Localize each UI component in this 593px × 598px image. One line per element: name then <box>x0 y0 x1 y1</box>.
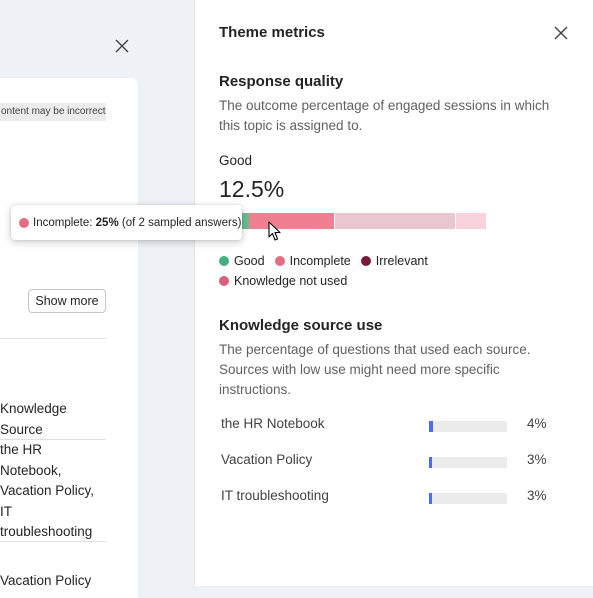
cell-line: Vacation Policy, <box>0 483 95 498</box>
warning-badge: ontent may be incorrect <box>0 103 106 121</box>
source-percent: 4% <box>527 416 547 431</box>
source-row: IT troubleshooting 3% <box>221 488 551 508</box>
legend-label: Good <box>234 254 265 268</box>
source-percent: 3% <box>527 452 547 467</box>
legend-dot <box>219 256 229 266</box>
panel-title: Theme metrics <box>219 24 325 41</box>
source-name: Vacation Policy <box>221 452 313 467</box>
divider <box>0 338 106 339</box>
source-usage-bar <box>429 457 507 468</box>
selected-metric-value: 12.5% <box>219 176 285 202</box>
bar-segment-knowledge-not-used[interactable] <box>456 213 486 229</box>
legend-item-irrelevant: Irrelevant <box>360 254 428 268</box>
knowledge-source-title: Knowledge source use <box>219 317 383 334</box>
table-cell-next: Vacation Policy <box>0 573 92 588</box>
divider <box>0 439 106 440</box>
column-header-line: Source <box>0 421 43 437</box>
tooltip-value: 25% <box>95 216 119 229</box>
legend-item-good: Good <box>219 254 265 268</box>
selected-metric-label: Good <box>219 153 253 168</box>
response-quality-title: Response quality <box>219 73 344 90</box>
cell-line: the HR <box>0 442 43 457</box>
bar-tooltip: Incomplete: 25% (of 2 sampled answers) <box>11 205 242 240</box>
divider <box>0 541 106 542</box>
source-usage-bar <box>429 493 507 504</box>
mouse-cursor-icon <box>268 221 281 241</box>
response-quality-description: The outcome percentage of engaged sessio… <box>219 98 550 133</box>
cell-line: Notebook, <box>0 462 62 478</box>
tooltip-dot <box>19 217 29 228</box>
column-header-line: Knowledge <box>0 401 67 416</box>
legend-dot <box>274 256 285 266</box>
background-dialog: ontent may be incorrect Show more Knowle… <box>0 0 200 598</box>
legend-row: Knowledge not used <box>219 274 347 288</box>
legend-dot <box>360 256 371 266</box>
knowledge-source-description: The percentage of questions that used ea… <box>219 342 531 397</box>
bar-segment-incomplete[interactable] <box>249 213 334 229</box>
legend-row: Good Incomplete Irrelevant <box>219 254 428 268</box>
source-usage-fill <box>429 421 433 432</box>
legend-dot <box>219 276 229 286</box>
legend-label: Irrelevant <box>375 254 428 268</box>
table-cell-sources: the HR Notebook, Vacation Policy, IT tro… <box>0 440 94 543</box>
source-name: IT troubleshooting <box>221 488 329 503</box>
source-row: Vacation Policy 3% <box>221 452 551 472</box>
source-row: the HR Notebook 4% <box>221 416 551 436</box>
tooltip-label: Incomplete: <box>33 216 93 229</box>
source-percent: 3% <box>527 488 547 503</box>
source-usage-fill <box>429 457 432 468</box>
show-more-button[interactable]: Show more <box>28 289 106 313</box>
legend-label: Knowledge not used <box>234 274 348 288</box>
column-header: Knowledge Source <box>0 399 67 440</box>
legend-label: Incomplete <box>289 254 351 268</box>
source-name: the HR Notebook <box>221 416 325 431</box>
tooltip-detail: (of 2 sampled answers) <box>121 216 242 229</box>
response-quality-bar <box>219 213 486 229</box>
cell-line: troubleshooting <box>0 524 93 539</box>
theme-metrics-panel: Theme metrics Response quality The outco… <box>194 0 593 586</box>
legend-item-incomplete: Incomplete <box>274 254 351 268</box>
source-usage-fill <box>429 493 432 504</box>
source-usage-bar <box>429 421 507 432</box>
bar-segment-good[interactable] <box>241 213 249 229</box>
close-icon[interactable] <box>114 38 130 54</box>
close-icon[interactable] <box>553 25 569 41</box>
cell-line: IT <box>0 503 12 519</box>
bar-segment-irrelevant[interactable] <box>335 213 455 229</box>
legend-item-knowledge-not-used: Knowledge not used <box>219 274 347 288</box>
